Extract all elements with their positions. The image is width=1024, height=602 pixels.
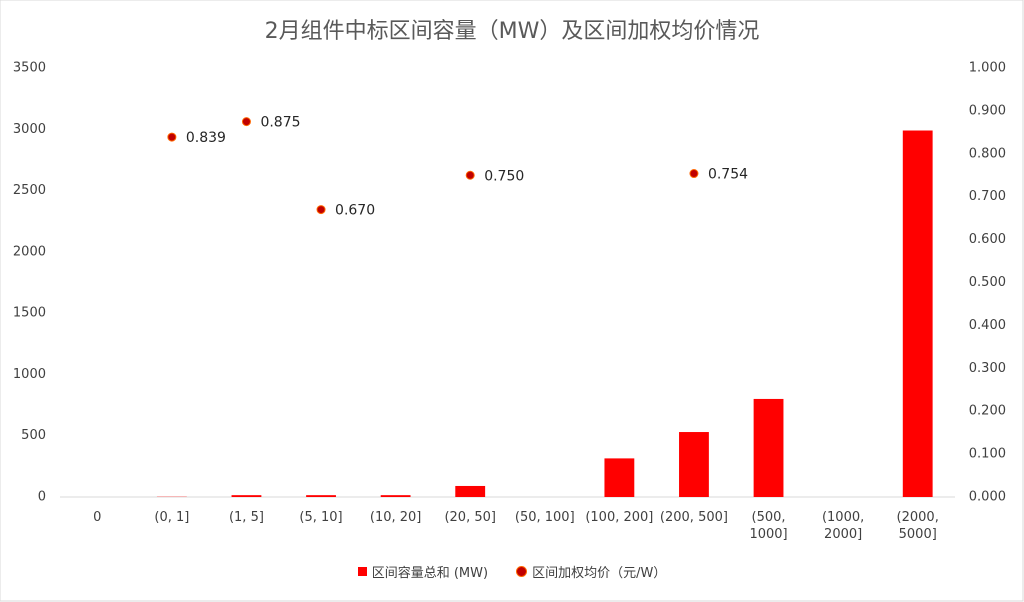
data-label: 0.670 [335, 203, 375, 219]
y2-tick-label: 0.900 [969, 103, 1006, 118]
legend-label: 区间容量总和 (MW) [371, 566, 489, 581]
y2-tick-label: 0.400 [969, 318, 1006, 333]
y2-tick-label: 0.700 [969, 189, 1006, 204]
legend-label: 区间加权均价（元/W） [532, 566, 667, 581]
legend-swatch [516, 566, 528, 577]
marker [689, 169, 699, 179]
legend: 区间容量总和 (MW) 区间加权均价（元/W） [0, 562, 1024, 581]
bar [231, 495, 262, 497]
bar [380, 495, 411, 497]
x-tick-label: (1000, 2000] [821, 510, 865, 542]
y-tick-label: 2500 [13, 183, 46, 198]
bar [455, 485, 486, 497]
x-tick-label: (5, 10] [299, 510, 343, 525]
y2-tick-label: 0.000 [969, 490, 1006, 505]
data-label: 0.754 [708, 167, 748, 183]
data-label: 0.750 [484, 168, 524, 184]
x-tick-label: (500, 1000] [749, 510, 788, 542]
chart-title: 2月组件中标区间容量（MW）及区间加权均价情况 [265, 19, 760, 44]
y-tick-label: 1500 [13, 306, 46, 321]
y-tick-label: 500 [21, 428, 46, 443]
legend-item: 区间加权均价（元/W） [516, 562, 666, 581]
y2-tick-label: 0.200 [969, 404, 1006, 419]
legend-item: 区间容量总和 (MW) [357, 562, 489, 581]
y2-tick-label: 0.100 [969, 447, 1006, 462]
x-tick-label: (2000, 5000] [896, 510, 939, 542]
marker [167, 132, 177, 142]
y-tick-label: 3000 [13, 122, 46, 137]
y2-tick-label: 0.300 [969, 361, 1006, 376]
y-tick-label: 2000 [13, 244, 46, 259]
marker [316, 205, 326, 215]
marker [241, 117, 251, 127]
legend-swatch [357, 567, 367, 576]
x-tick-label: 0 [93, 510, 102, 525]
x-tick-label: (200, 500] [659, 510, 728, 525]
x-tick-label: (0, 1] [154, 510, 190, 525]
bar [902, 130, 933, 498]
x-tick-label: (10, 20] [369, 510, 422, 525]
marker [465, 170, 475, 180]
bar [604, 458, 635, 497]
x-tick-label: (20, 50] [444, 510, 496, 525]
bar [753, 398, 784, 497]
data-label: 0.875 [260, 115, 300, 131]
y-tick-label: 1000 [13, 367, 46, 382]
y2-tick-label: 0.800 [969, 146, 1006, 161]
x-tick-label: (1, 5] [228, 510, 264, 525]
x-tick-label: (100, 200] [585, 510, 654, 525]
y-tick-label: 0 [38, 490, 46, 505]
bar [306, 495, 336, 497]
y2-tick-label: 0.600 [969, 232, 1006, 247]
x-tick-label: (50, 100] [514, 510, 575, 525]
y-tick-label: 3500 [13, 61, 46, 76]
y2-tick-label: 1.000 [969, 61, 1006, 76]
data-label: 0.839 [186, 130, 226, 146]
y2-tick-label: 0.500 [969, 275, 1006, 290]
bar [679, 432, 709, 497]
